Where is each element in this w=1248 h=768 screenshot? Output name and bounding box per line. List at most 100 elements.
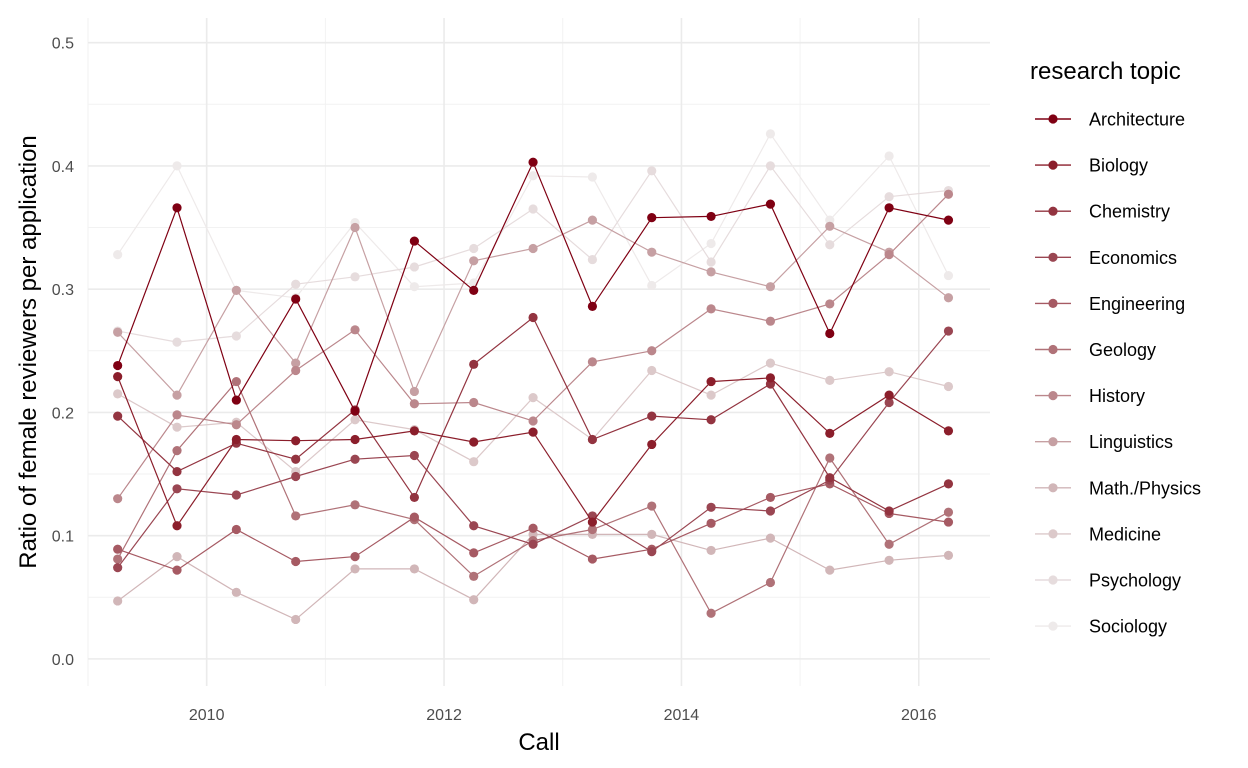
data-point <box>587 434 598 445</box>
data-point <box>291 614 301 625</box>
data-point <box>291 511 301 521</box>
data-point <box>647 547 657 557</box>
data-point <box>706 238 716 249</box>
legend-item: Geology <box>1035 340 1156 360</box>
y-tick-label: 0.0 <box>52 652 74 669</box>
data-point <box>528 427 538 437</box>
data-point <box>231 587 241 597</box>
data-point <box>172 565 182 575</box>
data-point <box>943 550 954 560</box>
data-point <box>943 381 954 392</box>
data-point <box>587 172 598 182</box>
data-point <box>350 406 360 416</box>
data-point <box>706 257 716 267</box>
legend-key-point <box>1048 529 1058 539</box>
legend-title: research topic <box>1030 58 1181 85</box>
data-point <box>172 161 182 171</box>
data-point <box>706 304 716 314</box>
data-point <box>765 282 776 292</box>
data-point <box>409 262 419 272</box>
data-point <box>350 272 360 282</box>
legend-item: Psychology <box>1035 571 1181 591</box>
data-point <box>113 494 123 504</box>
data-point <box>647 529 657 540</box>
data-point <box>528 312 538 323</box>
legend-item: Linguistics <box>1035 432 1173 452</box>
x-axis-ticks: 2010 2012 2014 2016 <box>189 707 937 724</box>
series-sociology <box>113 129 954 303</box>
data-point <box>291 556 301 567</box>
data-point <box>825 221 835 231</box>
data-point <box>231 331 241 341</box>
data-point <box>943 426 954 436</box>
data-point <box>825 473 835 483</box>
data-point <box>350 222 360 233</box>
series-history <box>113 189 954 504</box>
data-point <box>113 563 123 573</box>
data-point <box>825 299 835 309</box>
series-line <box>117 160 949 413</box>
data-point <box>409 450 419 461</box>
data-point <box>943 270 954 281</box>
legend-label: Medicine <box>1089 524 1161 544</box>
legend-item: History <box>1035 386 1145 406</box>
series-biology <box>113 372 954 531</box>
data-point <box>469 548 479 558</box>
data-point <box>765 161 776 171</box>
data-point <box>647 280 657 291</box>
data-point <box>943 326 954 336</box>
data-point <box>172 203 182 213</box>
legend-label: Linguistics <box>1089 432 1173 452</box>
series-engineering <box>113 479 954 575</box>
legend-label: Architecture <box>1089 110 1185 130</box>
data-point <box>765 373 776 383</box>
y-tick-label: 0.3 <box>52 282 74 299</box>
data-point <box>172 466 182 477</box>
data-point <box>113 250 123 260</box>
data-point <box>528 523 538 533</box>
legend-label: Sociology <box>1089 617 1167 637</box>
data-point <box>765 199 776 209</box>
data-point <box>291 365 301 376</box>
legend-key-point <box>1048 160 1058 170</box>
data-point <box>113 411 123 421</box>
data-point <box>172 445 182 456</box>
data-point <box>884 390 894 400</box>
y-axis-title: Ratio of female reviewers per applicatio… <box>15 135 42 569</box>
data-point <box>825 565 835 575</box>
data-point <box>409 282 419 292</box>
legend-item: Architecture <box>1035 110 1185 130</box>
data-point <box>647 439 657 450</box>
data-point <box>113 360 123 371</box>
data-point <box>587 301 598 311</box>
data-point <box>350 551 360 562</box>
data-point <box>528 539 538 549</box>
data-point <box>172 390 182 400</box>
legend-key-point <box>1048 114 1058 124</box>
data-point <box>409 386 419 397</box>
data-point <box>409 564 419 574</box>
data-point <box>172 521 182 531</box>
legend-label: Biology <box>1089 156 1148 176</box>
data-point <box>528 416 538 426</box>
series-group <box>113 129 954 625</box>
data-point <box>706 415 716 425</box>
legend-key-point <box>1048 483 1058 493</box>
y-tick-label: 0.2 <box>52 405 74 422</box>
data-point <box>587 215 598 225</box>
legend-label: Economics <box>1089 248 1177 268</box>
legend-label: Chemistry <box>1089 202 1170 222</box>
data-point <box>706 518 716 528</box>
data-point <box>469 595 479 605</box>
data-point <box>706 545 716 556</box>
data-point <box>765 129 776 139</box>
legend-item: Economics <box>1035 248 1177 268</box>
data-point <box>172 422 182 432</box>
data-point <box>647 365 657 376</box>
data-point <box>528 157 538 167</box>
data-point <box>647 411 657 421</box>
data-point <box>943 507 954 517</box>
x-tick-label: 2012 <box>426 707 462 724</box>
data-point <box>409 426 419 436</box>
